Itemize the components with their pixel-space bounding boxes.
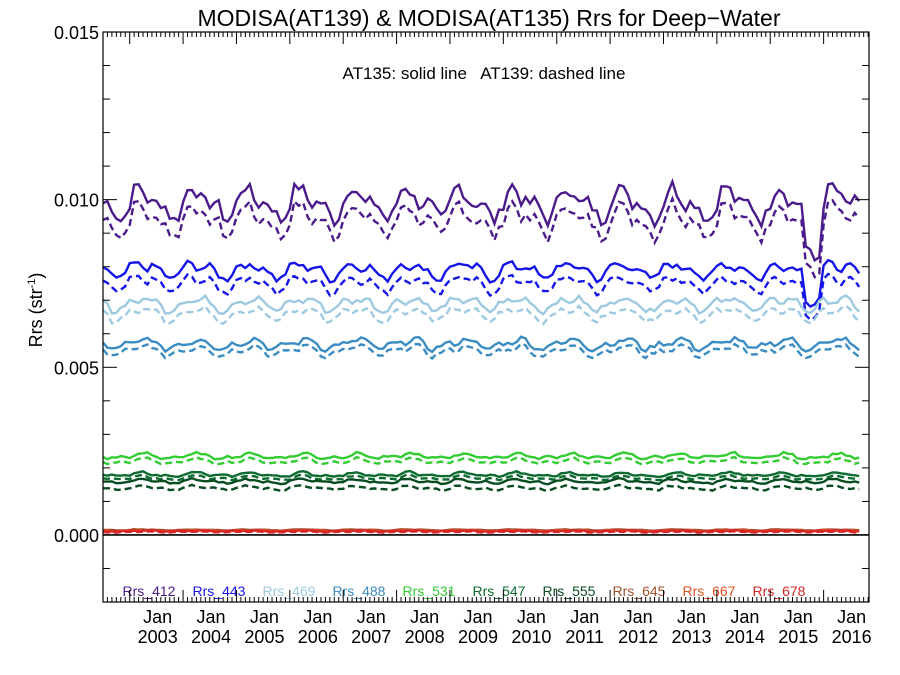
series-dashed-Rrs_531: [102, 455, 860, 466]
x-tick-year: 2016: [832, 627, 872, 647]
legend-item-Rrs_678: Rrs_678: [753, 583, 806, 599]
legend-item-Rrs_531: Rrs_531: [403, 583, 456, 599]
x-tick-month: Jan: [624, 607, 653, 627]
series-solid-Rrs_412: [102, 177, 861, 263]
y-tick-label: 0.015: [54, 23, 99, 43]
series-dashed-Rrs_412: [102, 195, 861, 279]
legend-item-Rrs_555: Rrs_555: [543, 583, 596, 599]
x-tick-year: 2004: [191, 627, 231, 647]
x-tick-month: Jan: [677, 607, 706, 627]
x-tick-year: 2006: [298, 627, 338, 647]
x-tick-month: Jan: [410, 607, 439, 627]
x-tick-month: Jan: [570, 607, 599, 627]
series-dashed-Rrs_443: [102, 272, 861, 322]
legend: Rrs_412 Rrs_443 Rrs_469 Rrs_488 Rrs_531 Rrs_5…: [123, 583, 806, 599]
legend-item-Rrs_412: Rrs_412: [123, 583, 176, 599]
y-tick-label: 0.005: [54, 358, 99, 378]
legend-item-Rrs_645: Rrs_645: [613, 583, 666, 599]
x-tick-year: 2015: [778, 627, 818, 647]
x-tick-month: Jan: [517, 607, 546, 627]
x-tick-month: Jan: [197, 607, 226, 627]
x-tick-year: 2014: [725, 627, 765, 647]
x-tick-year: 2007: [351, 627, 391, 647]
chart-title: MODISA(AT139) & MODISA(AT135) Rrs for De…: [197, 5, 780, 31]
y-axis-label: Rrs (str-1): [26, 273, 46, 348]
x-tick-year: 2012: [618, 627, 658, 647]
x-tick-year: 2005: [244, 627, 284, 647]
series-solid-Rrs_443: [102, 258, 861, 308]
x-tick-year: 2009: [458, 627, 498, 647]
plot-frame: [102, 31, 870, 603]
x-tick-year: 2013: [671, 627, 711, 647]
series-dashed-Rrs_555: [103, 483, 860, 493]
x-tick-month: Jan: [784, 607, 813, 627]
legend-item-Rrs_469: Rrs_469: [263, 583, 316, 599]
x-tick-year: 2011: [565, 627, 604, 647]
legend-item-Rrs_547: Rrs_547: [473, 583, 526, 599]
series-solid-Rrs_488: [102, 335, 860, 354]
x-tick-month: Jan: [730, 607, 759, 627]
series-dashed-Rrs_488: [102, 342, 860, 360]
x-tick-year: 2008: [405, 627, 445, 647]
y-tick-label: 0.010: [54, 191, 99, 211]
chart-annotation: AT135: solid line AT139: dashed line: [343, 64, 626, 83]
y-tick-label: 0.000: [54, 526, 99, 546]
x-tick-month: Jan: [463, 607, 492, 627]
series-solid-Rrs_555: [103, 476, 860, 486]
x-tick-year: 2010: [511, 627, 551, 647]
axes: 0.0150.0100.0050.000Jan2003Jan2004Jan200…: [54, 23, 872, 647]
series-solid-Rrs_547: [102, 469, 860, 479]
series-dashed-Rrs_547: [102, 473, 860, 482]
legend-item-Rrs_667: Rrs_667: [683, 583, 736, 599]
x-tick-month: Jan: [143, 607, 172, 627]
legend-item-Rrs_488: Rrs_488: [333, 583, 386, 599]
series-lines: [102, 177, 869, 536]
series-solid-Rrs_469: [102, 293, 861, 316]
x-tick-year: 2003: [138, 627, 178, 647]
series-solid-Rrs_531: [102, 450, 860, 461]
x-tick-month: Jan: [837, 607, 866, 627]
x-tick-month: Jan: [303, 607, 332, 627]
x-tick-month: Jan: [357, 607, 386, 627]
legend-item-Rrs_443: Rrs_443: [193, 583, 246, 599]
x-tick-month: Jan: [250, 607, 279, 627]
series-dashed-Rrs_678: [102, 529, 860, 534]
